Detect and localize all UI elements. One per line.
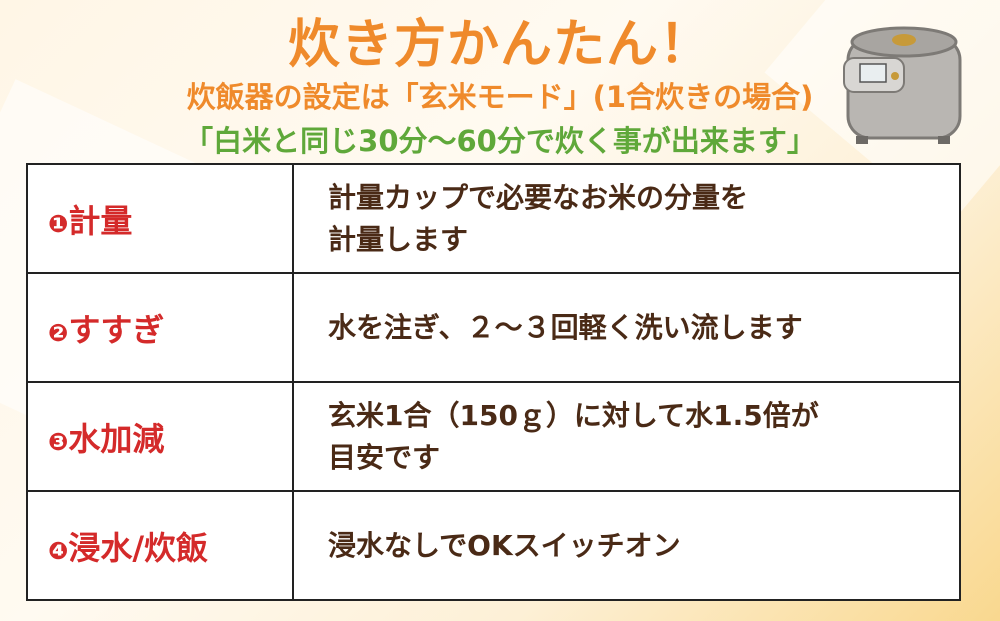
subtitle: 炊飯器の設定は「玄米モード」(1合炊きの場合) [186, 80, 814, 114]
desc-line: 目安です [328, 440, 441, 474]
step-number: ❸ [48, 427, 69, 456]
step-label: ❹浸水/炊飯 [26, 490, 294, 601]
step-description: 浸水なしでOKスイッチオン [292, 490, 961, 601]
desc-line: 玄米1合（150ｇ）に対して水1.5倍が [328, 398, 819, 432]
step-title: 計量 [68, 201, 133, 240]
step-label: ❸水加減 [26, 381, 294, 492]
step-number: ❹ [48, 536, 69, 565]
table-row: ❶計量 計量カップで必要なお米の分量を 計量します [26, 163, 961, 274]
table-row: ❹浸水/炊飯 浸水なしでOKスイッチオン [26, 490, 961, 601]
step-description: 玄米1合（150ｇ）に対して水1.5倍が 目安です [292, 381, 961, 492]
step-number: ❷ [48, 318, 69, 347]
table-row: ❸水加減 玄米1合（150ｇ）に対して水1.5倍が 目安です [26, 381, 961, 492]
note: 「白米と同じ30分〜60分で炊く事が出来ます」 [184, 124, 816, 158]
step-label: ❶計量 [26, 163, 294, 274]
desc-line: 計量カップで必要なお米の分量を [328, 180, 749, 214]
desc-line: 浸水なしでOKスイッチオン [328, 528, 681, 562]
step-title: すすぎ [68, 310, 165, 349]
steps-table: ❶計量 計量カップで必要なお米の分量を 計量します ❷すすぎ 水を注ぎ、２〜３回軽… [26, 163, 961, 601]
step-title: 水加減 [68, 419, 165, 458]
step-number: ❶ [48, 209, 69, 238]
desc-line: 水を注ぎ、２〜３回軽く洗い流します [328, 310, 803, 344]
rice-cooker-icon [843, 26, 962, 144]
table-row: ❷すすぎ 水を注ぎ、２〜３回軽く洗い流します [26, 272, 961, 383]
step-description: 水を注ぎ、２〜３回軽く洗い流します [292, 272, 961, 383]
desc-line: 計量します [328, 222, 469, 256]
step-description: 計量カップで必要なお米の分量を 計量します [292, 163, 961, 274]
step-title: 浸水/炊飯 [68, 528, 209, 567]
page-title: 炊き方かんたん！ [287, 15, 712, 75]
step-label: ❷すすぎ [26, 272, 294, 383]
